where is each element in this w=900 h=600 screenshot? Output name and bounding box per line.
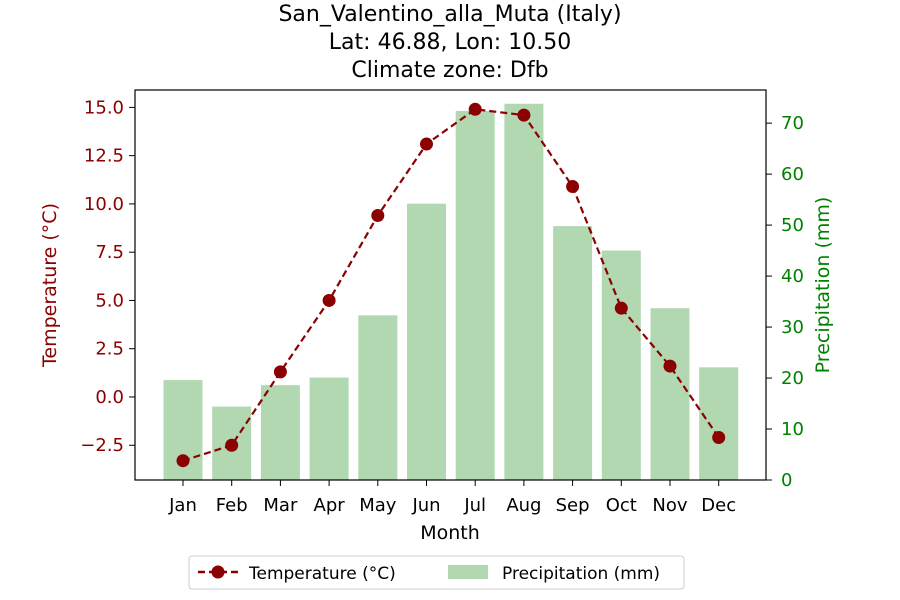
temperature-point-mar [273, 365, 287, 379]
temperature-line [176, 102, 726, 468]
right-tick-label: 30 [781, 317, 804, 338]
precipitation-bar-aug [504, 103, 544, 480]
temperature-point-jun [420, 137, 433, 151]
x-tick-label: Jul [463, 495, 486, 516]
chart-title-line-1: San_Valentino_alla_Muta (Italy) [278, 2, 621, 27]
precipitation-bar-may [358, 315, 398, 480]
x-axis-label: Month [420, 522, 480, 544]
temperature-point-oct [614, 301, 628, 315]
precipitation-bar-sep [553, 226, 593, 480]
x-tick-label: Oct [606, 495, 637, 516]
temperature-point-aug [517, 108, 531, 122]
x-tick-label: Dec [701, 495, 736, 516]
left-tick-label: 12.5 [84, 146, 124, 167]
temperature-series-line [182, 108, 720, 462]
left-tick-label: 5.0 [95, 290, 124, 311]
chart-title-line-2: Lat: 46.88, Lon: 10.50 [329, 30, 571, 55]
x-tick-label: May [359, 495, 397, 516]
right-axis-label: Precipitation (mm) [812, 197, 834, 374]
left-axis-ticks: −2.5 0.0 2.5 5.0 7.5 10.0 12.5 15.0 [80, 97, 135, 456]
precipitation-bar-mar [260, 385, 300, 480]
precipitation-bar-jun [407, 203, 446, 480]
legend: Temperature (°C) Precipitation (mm) [188, 555, 685, 590]
x-tick-label: Jun [411, 495, 440, 516]
right-axis-ticks: 0 10 20 30 40 50 60 70 [766, 113, 804, 491]
left-tick-label: 0.0 [95, 387, 124, 408]
left-tick-label: 10.0 [84, 194, 124, 215]
temperature-point-feb [225, 438, 239, 452]
temperature-point-may [371, 208, 385, 222]
temperature-point-jan [176, 454, 190, 468]
x-tick-label: Aug [506, 495, 541, 516]
x-tick-label: Apr [314, 495, 346, 516]
legend-precipitation-swatch [448, 565, 488, 579]
x-axis-ticks: Jan Feb Mar Apr May Jun Jul Aug Sep Oct Nov Dec [168, 480, 736, 516]
left-tick-label: 15.0 [84, 97, 124, 118]
temperature-point-nov [663, 359, 677, 373]
plot-border [134, 89, 767, 481]
x-tick-label: Jan [168, 495, 197, 516]
right-tick-label: 20 [781, 368, 804, 389]
plot-frame [134, 89, 767, 481]
x-tick-label: Sep [556, 495, 590, 516]
legend-temperature-label: Temperature (°C) [248, 564, 396, 584]
temperature-point-sep [566, 180, 580, 194]
legend-precipitation-label: Precipitation (mm) [502, 564, 660, 584]
legend-box [188, 555, 685, 590]
precipitation-bar-apr [309, 377, 349, 480]
temperature-point-apr [322, 293, 336, 307]
legend-temperature-marker [211, 565, 225, 579]
right-tick-label: 70 [781, 113, 804, 134]
left-axis-label: Temperature (°C) [39, 203, 61, 368]
right-tick-label: 10 [781, 419, 804, 440]
right-tick-label: 40 [781, 266, 804, 287]
x-tick-label: Mar [263, 495, 298, 516]
x-tick-label: Feb [216, 495, 248, 516]
x-tick-label: Nov [652, 495, 687, 516]
precipitation-bars [163, 103, 739, 480]
left-tick-label: −2.5 [80, 435, 124, 456]
right-tick-label: 50 [781, 215, 804, 236]
chart-title-line-3: Climate zone: Dfb [351, 58, 548, 83]
left-tick-label: 7.5 [95, 242, 124, 263]
precipitation-bar-dec [699, 367, 739, 480]
precipitation-bar-jul [455, 110, 495, 480]
temperature-point-jul [468, 102, 482, 116]
precipitation-bar-nov [650, 308, 690, 480]
left-tick-label: 2.5 [95, 339, 124, 360]
right-tick-label: 60 [781, 164, 804, 185]
right-tick-label: 0 [781, 470, 792, 491]
precipitation-bar-oct [601, 250, 641, 480]
temperature-point-dec [712, 431, 726, 445]
